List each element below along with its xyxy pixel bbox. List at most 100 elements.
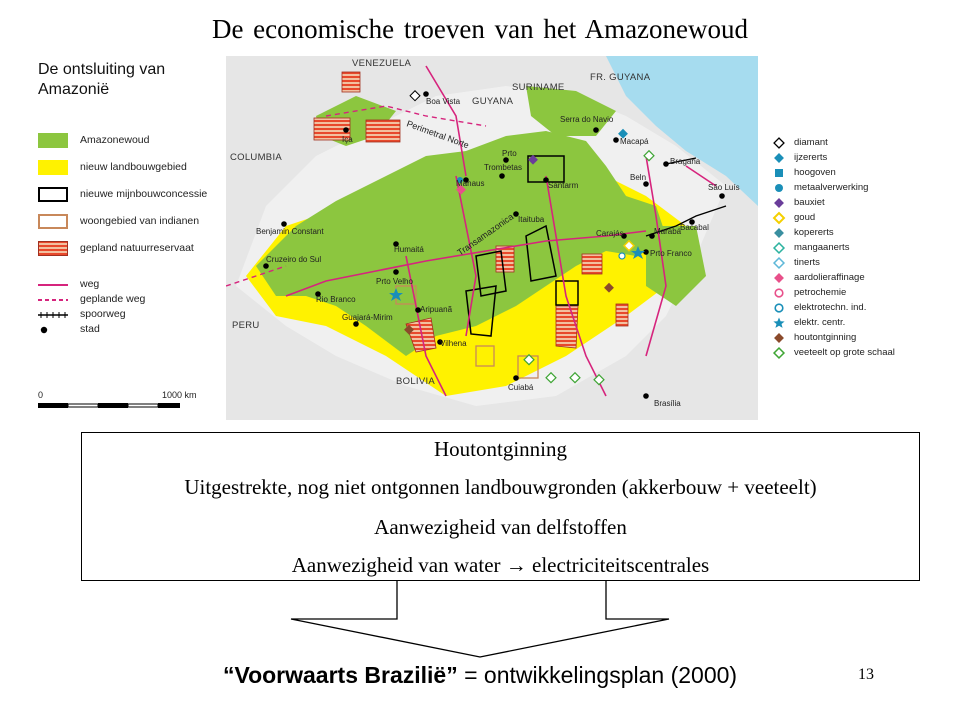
city-label: Macapá — [620, 137, 649, 146]
diamond-icon — [774, 273, 784, 283]
legend-label: diamant — [794, 137, 828, 148]
forest-area — [256, 131, 666, 356]
legend-label: Amazonewoud — [80, 134, 150, 146]
legend-item-reservaat: gepland natuurreservaat — [38, 240, 228, 258]
diamond-outline-icon — [772, 241, 786, 255]
city-label: Rio Branco — [316, 295, 356, 304]
city-label: São Luís — [708, 183, 740, 192]
city-label: Guajará-Mirim — [342, 313, 393, 322]
map-heading-line-1: De ontsluiting van — [38, 61, 166, 78]
city-label: Boa Vista — [426, 97, 461, 106]
textbox-line-3: Aanwezigheid van delfstoffen — [374, 515, 627, 539]
circle-outline-icon — [774, 288, 784, 298]
diamond-outline-icon — [772, 256, 786, 270]
map-heading: De ontsluiting van Amazonië — [38, 60, 223, 100]
country-label: BOLIVIA — [396, 376, 435, 387]
diamond-icon — [774, 333, 784, 343]
footer-bold: “Voorwaarts Brazilië” — [222, 662, 458, 688]
legend-symbol-metaalverwerking: metaalverwerking — [772, 181, 950, 195]
country-label: SURINAME — [512, 82, 565, 93]
resource-symbols — [389, 90, 655, 386]
diamond-icon — [774, 228, 784, 238]
city-label: Vilhena — [440, 339, 467, 348]
legend-label: goud — [794, 212, 816, 223]
map-graphic: VENEZUELA SURINAME FR. GUYANA GUYANA COL… — [226, 56, 758, 408]
city-markers — [263, 91, 725, 399]
textbox-line-4: Aanwezigheid van water → electriciteitsc… — [291, 553, 710, 577]
legend-label: geplande weg — [80, 293, 146, 305]
legend-symbol-elektrotechn: elektrotechn. ind. — [772, 301, 950, 315]
railway-line-icon — [38, 312, 68, 318]
legend-symbol-aardolieraffinage: aardolieraffinage — [772, 271, 950, 285]
forest-swatch — [38, 133, 68, 148]
legend-item-spoorweg: spoorweg — [38, 306, 228, 324]
square-icon — [775, 169, 783, 177]
circle-outline-icon — [774, 303, 784, 313]
legend-symbol-kopererts: kopererts — [772, 226, 950, 240]
legend-label: stad — [80, 323, 100, 335]
city-label: Prto Franco — [650, 249, 692, 258]
scale-bar-graphic — [38, 403, 180, 408]
city-label: Serra do Navio — [560, 115, 614, 124]
legend-symbol-houtontginning: houtontginning — [772, 331, 950, 345]
planned-road-line-icon — [38, 299, 68, 301]
legend-label: mangaanerts — [794, 242, 850, 253]
assets-textbox: Houtontginning Uitgestrekte, nog niet on… — [81, 432, 920, 581]
textbox-line-2: Uitgestrekte, nog niet ontgonnen landbou… — [184, 475, 817, 499]
planned-roads — [226, 105, 487, 287]
scale-end-label: 1000 km — [162, 390, 197, 400]
legend-label: gepland natuurreservaat — [80, 242, 194, 254]
city-label: Bacabal — [680, 223, 709, 232]
textbox-line-1: Houtontginning — [433, 437, 567, 461]
railways — [645, 157, 727, 237]
legend-label: nieuwe mijnbouwconcessie — [80, 188, 208, 200]
city-label: Aripuanã — [420, 305, 453, 314]
legend-symbol-diamant: diamant — [772, 136, 950, 150]
city-dot-icon — [40, 326, 48, 334]
country-label: GUYANA — [472, 96, 514, 107]
country-label: FR. GUYANA — [590, 72, 651, 83]
city-label: Cuiabá — [508, 383, 534, 392]
circle-icon — [775, 184, 783, 192]
roads — [285, 65, 717, 397]
star-icon — [773, 317, 785, 328]
legend-item-amazonewoud: Amazonewoud — [38, 132, 228, 150]
legend-label: petrochemie — [794, 287, 847, 298]
city-label: Marabá — [654, 227, 682, 236]
down-arrow-icon — [290, 581, 670, 658]
map-legend-right: diamant ijzererts hoogoven metaalverwerk… — [772, 136, 952, 360]
city-label: Santarm — [548, 181, 579, 190]
mining-swatch — [38, 187, 68, 202]
legend-item-mijnbouw: nieuwe mijnbouwconcessie — [38, 186, 228, 204]
diamond-icon — [774, 198, 784, 208]
agriculture-swatch — [38, 160, 68, 175]
legend-item-weg: weg — [38, 276, 228, 294]
city-label: Carajás — [596, 229, 624, 238]
legend-label: nieuw landbouwgebied — [80, 161, 187, 173]
city-label: Brasília — [654, 399, 681, 408]
legend-symbol-veeteelt: veeteelt op grote schaal — [772, 346, 950, 360]
legend-label: weg — [80, 278, 100, 290]
city-label: Manaus — [456, 179, 484, 188]
legend-item-landbouw: nieuw landbouwgebied — [38, 159, 228, 177]
legend-label: tinerts — [794, 257, 820, 268]
reserve-swatch — [38, 241, 68, 256]
legend-label: aardolieraffinage — [794, 272, 865, 283]
legend-symbol-mangaanerts: mangaanerts — [772, 241, 950, 255]
map-legend-left: De ontsluiting van Amazonië Amazonewoud … — [30, 58, 226, 422]
city-label: Prto Velho — [376, 277, 413, 286]
city-label: Itaituba — [518, 215, 545, 224]
legend-symbol-tinerts: tinerts — [772, 256, 950, 270]
legend-symbol-ijzererts: ijzererts — [772, 151, 950, 165]
legend-symbol-petrochemie: petrochemie — [772, 286, 950, 300]
scale-bar: 0 1000 km — [38, 390, 228, 414]
legend-label: bauxiet — [794, 197, 825, 208]
legend-symbol-elektr-centr: elektr. centr. — [772, 316, 950, 330]
ocean-area — [606, 56, 758, 206]
legend-item-stad: stad — [38, 321, 228, 339]
country-label: VENEZUELA — [352, 58, 412, 69]
footer-tagline: “Voorwaarts Brazilië” = ontwikkelingspla… — [120, 662, 840, 689]
forest-area-guyana — [526, 86, 616, 136]
legend-label: elektr. centr. — [794, 317, 846, 328]
legend-label: houtontginning — [794, 332, 857, 343]
